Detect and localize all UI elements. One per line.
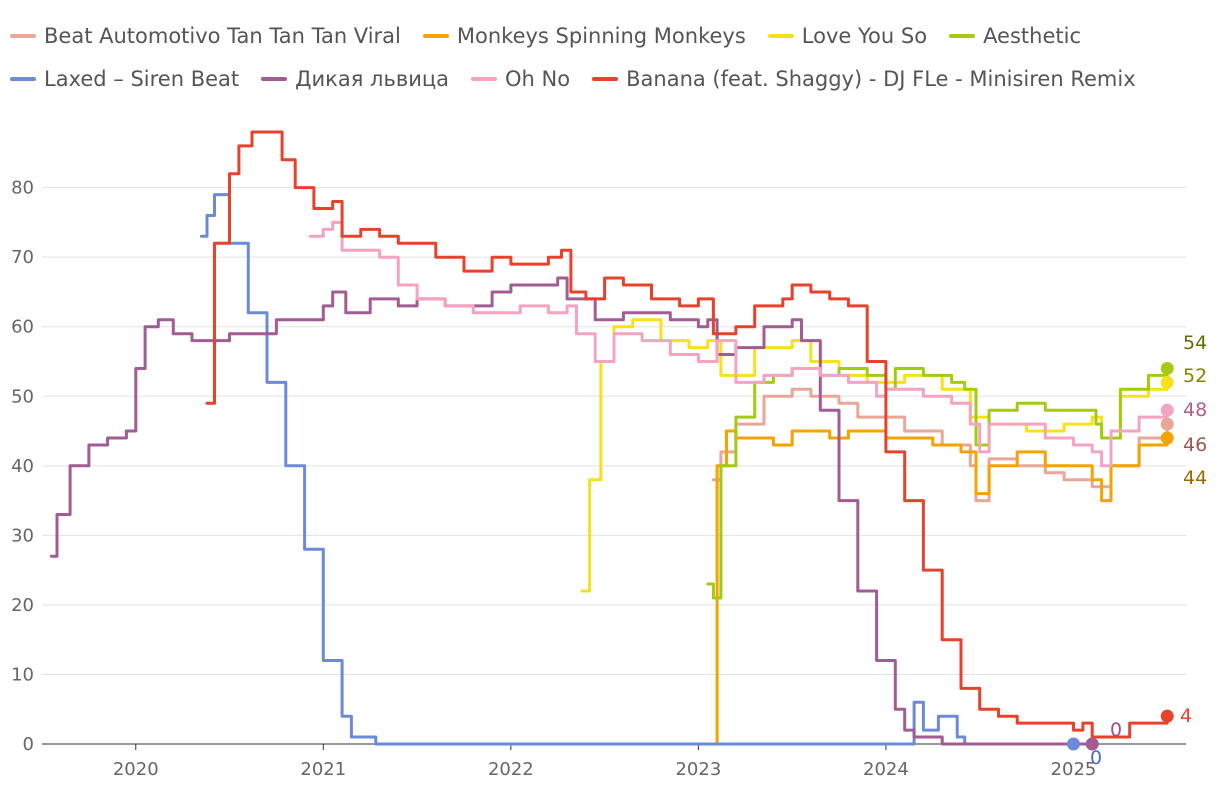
legend-label: Banana (feat. Shaggy) - DJ FLe - Minisir… bbox=[626, 67, 1136, 91]
series-end-label: 0 bbox=[1110, 719, 1122, 741]
legend-item[interactable]: Aesthetic bbox=[949, 17, 1081, 55]
series-end-label: 54 bbox=[1183, 332, 1207, 354]
series-line[interactable] bbox=[308, 220, 1169, 468]
legend-label: Laxed – Siren Beat bbox=[44, 67, 240, 91]
legend-swatch bbox=[422, 34, 449, 38]
y-tick-label: 70 bbox=[11, 247, 34, 268]
chart-legend: Beat Automotivo Tan Tan Tan Viral Monkeys… bbox=[10, 12, 1210, 98]
legend-item[interactable]: Love You So bbox=[767, 17, 928, 55]
legend-item[interactable]: Monkeys Spinning Monkeys bbox=[422, 17, 746, 55]
series-end-label: 4 bbox=[1180, 705, 1192, 727]
x-tick-label: 2025 bbox=[1051, 759, 1097, 780]
x-tick-label: 2022 bbox=[488, 759, 534, 780]
legend-swatch bbox=[10, 34, 36, 38]
y-tick-label: 40 bbox=[11, 456, 34, 477]
legend-item[interactable]: Beat Automotivo Tan Tan Tan Viral bbox=[10, 17, 401, 55]
y-tick-label: 20 bbox=[11, 595, 34, 616]
x-tick-label: 2023 bbox=[675, 759, 721, 780]
x-tick-label: 2024 bbox=[863, 759, 909, 780]
series-end-marker[interactable] bbox=[1160, 431, 1174, 445]
legend-label: Beat Automotivo Tan Tan Tan Viral bbox=[44, 24, 401, 48]
series-line[interactable] bbox=[199, 193, 1075, 746]
legend-swatch bbox=[471, 77, 498, 81]
series-end-marker[interactable] bbox=[1160, 709, 1174, 723]
legend-item[interactable]: Дикая львица bbox=[261, 60, 449, 98]
series-line[interactable] bbox=[205, 130, 1169, 739]
legend-label: Aesthetic bbox=[983, 24, 1081, 48]
series-line[interactable] bbox=[49, 276, 1094, 746]
y-tick-label: 10 bbox=[11, 664, 34, 685]
series-end-marker[interactable] bbox=[1085, 737, 1099, 751]
legend-swatch bbox=[261, 77, 288, 81]
legend-swatch bbox=[10, 77, 36, 81]
x-tick-label: 2020 bbox=[113, 759, 159, 780]
legend-swatch bbox=[949, 34, 976, 38]
series-line[interactable] bbox=[706, 367, 1169, 600]
legend-label: Monkeys Spinning Monkeys bbox=[456, 24, 746, 48]
series-line[interactable] bbox=[711, 429, 1169, 746]
legend-item[interactable]: Laxed – Siren Beat bbox=[10, 60, 239, 98]
legend-item[interactable]: Oh No bbox=[471, 60, 570, 98]
y-tick-label: 80 bbox=[11, 178, 34, 199]
series-end-marker[interactable] bbox=[1160, 403, 1174, 417]
legend-swatch bbox=[592, 77, 619, 81]
y-tick-label: 30 bbox=[11, 525, 34, 546]
y-tick-label: 50 bbox=[11, 386, 34, 407]
legend-label: Love You So bbox=[801, 24, 928, 48]
series-end-label: 52 bbox=[1183, 365, 1207, 387]
legend-item[interactable]: Banana (feat. Shaggy) - DJ FLe - Minisir… bbox=[592, 60, 1136, 98]
legend-label: Oh No bbox=[505, 67, 571, 91]
legend-label: Дикая львица bbox=[295, 67, 450, 91]
series-end-marker[interactable] bbox=[1160, 375, 1174, 389]
legend-swatch bbox=[767, 34, 794, 38]
series-end-label: 48 bbox=[1183, 399, 1207, 421]
y-tick-label: 0 bbox=[23, 734, 34, 755]
series-end-marker[interactable] bbox=[1066, 737, 1080, 751]
x-tick-label: 2021 bbox=[300, 759, 346, 780]
series-end-marker[interactable] bbox=[1160, 361, 1174, 375]
series-end-marker[interactable] bbox=[1160, 417, 1174, 431]
series-end-label: 46 bbox=[1183, 434, 1207, 456]
series-end-label: 0 bbox=[1090, 747, 1102, 769]
series-end-label: 44 bbox=[1183, 467, 1207, 489]
y-tick-label: 60 bbox=[11, 317, 34, 338]
